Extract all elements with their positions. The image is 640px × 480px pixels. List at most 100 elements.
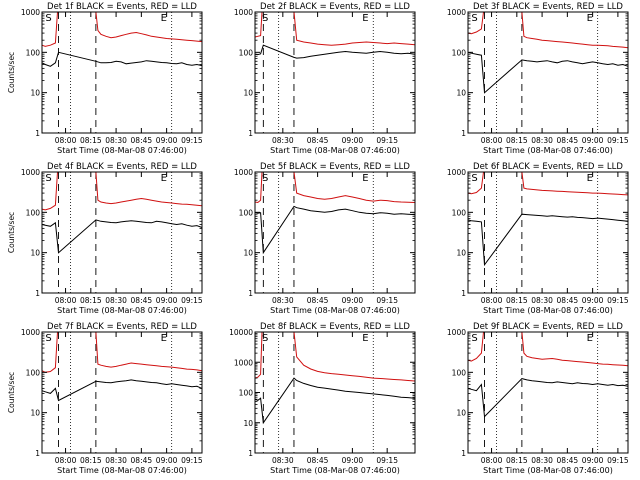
events-series-line bbox=[254, 44, 416, 59]
y-tick-label: 10 bbox=[456, 409, 466, 418]
x-tick-label: 09:00 bbox=[342, 136, 364, 145]
x-tick-label: 08:00 bbox=[481, 456, 503, 465]
y-tick-label: 1000 bbox=[447, 168, 466, 177]
chart-title: Det 4f BLACK = Events, RED = LLD bbox=[47, 162, 197, 172]
x-tick-label: 08:45 bbox=[131, 456, 153, 465]
x-tick-label: 08:30 bbox=[531, 296, 553, 305]
events-series-line bbox=[254, 377, 416, 425]
lld-series-line bbox=[467, 331, 629, 367]
y-tick-label: 10 bbox=[30, 249, 40, 258]
end-marker-label: E bbox=[362, 173, 368, 184]
y-tick-label: 100 bbox=[26, 48, 41, 57]
x-axis-label: Start Time (08-Mar-08 07:46:00) bbox=[483, 306, 613, 315]
y-tick-label: 1 bbox=[35, 289, 40, 298]
x-tick-label: 09:00 bbox=[342, 296, 364, 305]
x-axis-label: Start Time (08-Mar-08 07:46:00) bbox=[270, 146, 400, 155]
end-marker-label: E bbox=[161, 333, 167, 344]
events-series-line bbox=[467, 378, 629, 418]
x-tick-label: 09:00 bbox=[342, 456, 364, 465]
y-tick-label: 1 bbox=[461, 129, 466, 138]
y-tick-label: 10 bbox=[456, 249, 466, 258]
start-marker-label: S bbox=[471, 13, 477, 24]
y-tick-label: 100 bbox=[452, 368, 467, 377]
events-series-line bbox=[41, 219, 203, 254]
plot-frame bbox=[254, 171, 416, 294]
events-series-line bbox=[41, 379, 203, 402]
x-tick-label: 08:45 bbox=[557, 296, 579, 305]
y-tick-label: 10 bbox=[30, 409, 40, 418]
x-tick-label: 08:30 bbox=[272, 296, 294, 305]
chart-panel-5: Det 5f BLACK = Events, RED = LLD 1 10 100 10… bbox=[234, 162, 416, 315]
x-tick-label: 09:15 bbox=[607, 456, 629, 465]
y-tick-label: 1 bbox=[35, 129, 40, 138]
x-tick-label: 09:15 bbox=[376, 456, 398, 465]
plot-frame bbox=[467, 11, 629, 134]
y-tick-label: 1 bbox=[248, 449, 253, 458]
x-axis-label: Start Time (08-Mar-08 07:46:00) bbox=[57, 466, 187, 475]
x-tick-label: 08:15 bbox=[80, 296, 102, 305]
chart-panel-3: Det 3f BLACK = Events, RED = LLD 1 10 100 10… bbox=[447, 2, 629, 155]
y-tick-label: 10 bbox=[30, 89, 40, 98]
end-marker-label: E bbox=[362, 333, 368, 344]
lld-series-line bbox=[41, 331, 203, 373]
x-tick-label: 08:30 bbox=[531, 136, 553, 145]
x-tick-label: 08:45 bbox=[557, 136, 579, 145]
y-tick-label: 1000 bbox=[234, 358, 253, 367]
chart-panel-7: Det 7f BLACK = Events, RED = LLD 1 10 100 10… bbox=[7, 322, 203, 475]
y-tick-label: 10 bbox=[456, 89, 466, 98]
y-tick-label: 1000 bbox=[21, 8, 40, 17]
y-axis-label: Counts/sec bbox=[7, 212, 16, 253]
chart-panel-1: Det 1f BLACK = Events, RED = LLD 1 10 100 10… bbox=[7, 2, 203, 155]
y-tick-label: 10 bbox=[243, 249, 253, 258]
end-marker-label: E bbox=[362, 13, 368, 24]
start-marker-label: S bbox=[45, 173, 51, 184]
x-tick-label: 08:45 bbox=[131, 296, 153, 305]
chart-panel-8: Det 8f BLACK = Events, RED = LLD 1 10 100 10… bbox=[229, 322, 416, 475]
x-tick-label: 09:15 bbox=[607, 136, 629, 145]
y-tick-label: 10 bbox=[243, 89, 253, 98]
chart-title: Det 2f BLACK = Events, RED = LLD bbox=[260, 2, 410, 12]
x-tick-label: 08:30 bbox=[531, 456, 553, 465]
y-tick-label: 100 bbox=[239, 389, 254, 398]
x-tick-label: 08:15 bbox=[80, 136, 102, 145]
chart-title: Det 7f BLACK = Events, RED = LLD bbox=[47, 322, 197, 332]
x-axis-label: Start Time (08-Mar-08 07:46:00) bbox=[270, 466, 400, 475]
chart-panel-9: Det 9f BLACK = Events, RED = LLD 1 10 100 10… bbox=[447, 322, 629, 475]
events-series-line bbox=[467, 213, 629, 267]
x-tick-label: 08:30 bbox=[105, 296, 127, 305]
x-tick-label: 09:15 bbox=[607, 296, 629, 305]
end-marker-label: E bbox=[587, 333, 593, 344]
start-marker-label: S bbox=[471, 333, 477, 344]
events-series-line bbox=[467, 51, 629, 94]
end-marker-label: E bbox=[161, 173, 167, 184]
chart-title: Det 9f BLACK = Events, RED = LLD bbox=[473, 322, 623, 332]
lld-series-line bbox=[41, 171, 203, 211]
y-tick-label: 100 bbox=[26, 208, 41, 217]
start-marker-label: S bbox=[262, 333, 268, 344]
y-tick-label: 1 bbox=[461, 449, 466, 458]
x-tick-label: 09:00 bbox=[156, 136, 178, 145]
x-tick-label: 08:30 bbox=[105, 136, 127, 145]
y-axis-label: Counts/sec bbox=[7, 372, 16, 413]
y-tick-label: 100 bbox=[452, 48, 467, 57]
y-tick-label: 1000 bbox=[447, 328, 466, 337]
y-axis-label: Counts/sec bbox=[7, 52, 16, 93]
y-tick-label: 1000 bbox=[447, 8, 466, 17]
x-tick-label: 09:15 bbox=[376, 136, 398, 145]
x-axis-label: Start Time (08-Mar-08 07:46:00) bbox=[483, 466, 613, 475]
x-tick-label: 09:15 bbox=[181, 456, 203, 465]
chart-title: Det 1f BLACK = Events, RED = LLD bbox=[47, 2, 197, 12]
y-tick-label: 100 bbox=[26, 368, 41, 377]
chart-panel-6: Det 6f BLACK = Events, RED = LLD 1 10 100 10… bbox=[447, 162, 629, 315]
x-tick-label: 09:15 bbox=[181, 136, 203, 145]
end-marker-label: E bbox=[587, 13, 593, 24]
x-tick-label: 08:15 bbox=[506, 456, 528, 465]
y-tick-label: 100 bbox=[239, 208, 254, 217]
x-tick-label: 09:00 bbox=[582, 136, 604, 145]
y-tick-label: 10000 bbox=[229, 328, 253, 337]
chart-panel-4: Det 4f BLACK = Events, RED = LLD 1 10 100 10… bbox=[7, 162, 203, 315]
plot-frame bbox=[41, 171, 203, 294]
plot-frame bbox=[41, 331, 203, 454]
y-tick-label: 1000 bbox=[21, 328, 40, 337]
